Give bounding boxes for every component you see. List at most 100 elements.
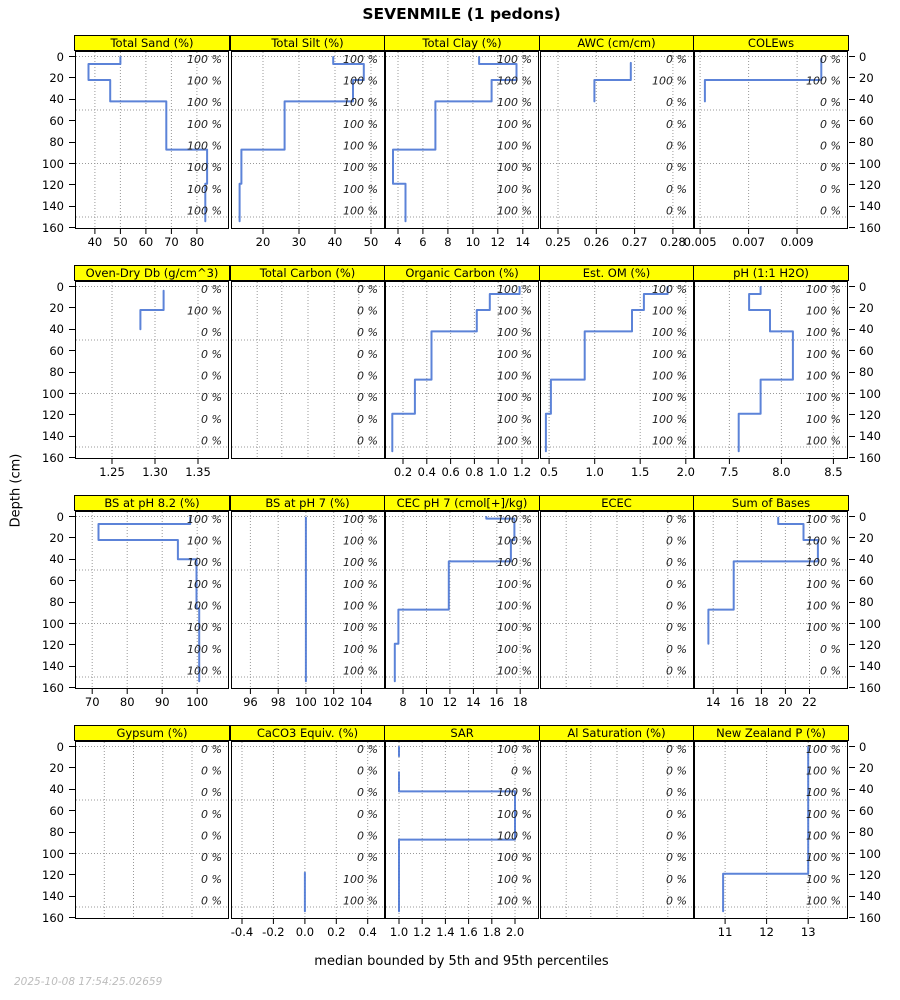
contributing-fraction-label: 100 % bbox=[343, 556, 378, 569]
contributing-fraction-label: 0 % bbox=[201, 348, 222, 361]
contributing-fraction-label: 100 % bbox=[497, 743, 532, 756]
panel: pH (1:1 H2O) 100 % 100 % 100 % 100 % 100 % 100… bbox=[693, 265, 849, 483]
x-tick-label: 8.5 bbox=[824, 465, 842, 479]
y-tick-mark bbox=[69, 328, 75, 330]
panel-strip-title: CaCO3 Equiv. (%) bbox=[229, 725, 386, 741]
y-tick-mark bbox=[69, 746, 75, 747]
panel: ECEC 0 % 0 % 0 % 0 % 0 % 0 % 0 % 0 % bbox=[538, 495, 695, 713]
y-tick-mark bbox=[69, 895, 75, 897]
y-tick-label: 20 bbox=[859, 70, 874, 85]
y-tick-label: 40 bbox=[49, 552, 64, 567]
y-tick-mark bbox=[849, 810, 855, 812]
y-tick-label: 160 bbox=[859, 680, 881, 695]
panel-strip-title: Total Clay (%) bbox=[384, 35, 540, 51]
panel-row: 0 0 20 20 40 40 60 60 80 80 100 100 120 120 140 140 160 1… bbox=[0, 495, 900, 725]
median-profile-line bbox=[707, 516, 819, 645]
panel-strip-title: ECEC bbox=[538, 495, 695, 511]
y-tick-label: 160 bbox=[859, 220, 881, 235]
x-tick-label: 70 bbox=[85, 695, 100, 709]
x-tick-label: 40 bbox=[327, 235, 342, 249]
y-tick-mark bbox=[69, 580, 75, 582]
y-tick-label: 160 bbox=[42, 220, 64, 235]
panel: SAR 100 % 0 % 100 % 100 % 100 % 100 % 100 % 100 … bbox=[384, 725, 540, 943]
panel: Est. OM (%) 100 % 100 % 100 % 100 % 100 % 100 … bbox=[538, 265, 695, 483]
y-tick-label: 140 bbox=[859, 889, 881, 904]
x-tick-label: 1.0 bbox=[585, 465, 603, 479]
contributing-fraction-label: 100 % bbox=[497, 96, 532, 109]
y-tick-mark bbox=[69, 853, 75, 854]
contributing-fraction-label: 100 % bbox=[652, 74, 687, 87]
contributing-fraction-label: 0 % bbox=[357, 764, 378, 777]
contributing-fraction-label: 100 % bbox=[497, 851, 532, 864]
y-tick-label: 100 bbox=[42, 846, 64, 861]
x-tick-label: 2.0 bbox=[676, 465, 694, 479]
y-tick-label: 0 bbox=[56, 279, 64, 294]
panel-strip-title: Al Saturation (%) bbox=[538, 725, 695, 741]
panel-border bbox=[75, 741, 229, 919]
contributing-fraction-label: 100 % bbox=[343, 513, 378, 526]
y-tick-mark bbox=[69, 457, 75, 459]
panel: Organic Carbon (%) 100 % 100 % 100 % 100 % 10… bbox=[384, 265, 540, 483]
y-tick-mark bbox=[69, 623, 75, 624]
panel-plot: 100 % 100 % 100 % 100 % 100 % 100 % 100 % 100 %… bbox=[694, 281, 848, 479]
panel-border bbox=[694, 741, 848, 919]
contributing-fraction-label: 100 % bbox=[652, 304, 687, 317]
panel: AWC (cm/cm) 0 % 100 % 0 % 0 % 0 % 0 % 0 % 0 % 0.2… bbox=[538, 35, 695, 253]
x-tick-label: 11 bbox=[718, 925, 733, 939]
contributing-fraction-label: 100 % bbox=[497, 348, 532, 361]
contributing-fraction-label: 0 % bbox=[820, 665, 841, 678]
x-tick-label: 8.0 bbox=[772, 465, 790, 479]
median-profile-line bbox=[392, 56, 518, 223]
x-tick-label: 14 bbox=[706, 695, 721, 709]
x-tick-label: 50 bbox=[113, 235, 128, 249]
y-tick-label: 0 bbox=[56, 509, 64, 524]
contributing-fraction-label: 0 % bbox=[357, 348, 378, 361]
median-profile-line bbox=[238, 56, 365, 223]
contributing-fraction-label: 0 % bbox=[201, 435, 222, 448]
panel-row: 0 0 20 20 40 40 60 60 80 80 100 100 120 120 140 140 160 1… bbox=[0, 725, 900, 955]
plot-title: SEVENMILE (1 pedons) bbox=[362, 5, 561, 23]
x-tick-label: 14 bbox=[515, 235, 530, 249]
contributing-fraction-label: 0 % bbox=[666, 851, 687, 864]
contributing-fraction-label: 100 % bbox=[497, 534, 532, 547]
contributing-fraction-label: 100 % bbox=[187, 96, 222, 109]
y-tick-label: 140 bbox=[859, 659, 881, 674]
contributing-fraction-label: 0 % bbox=[666, 764, 687, 777]
x-tick-label: 14 bbox=[466, 695, 481, 709]
contributing-fraction-label: 100 % bbox=[497, 413, 532, 426]
y-tick-label: 60 bbox=[49, 113, 64, 128]
contributing-fraction-label: 100 % bbox=[497, 391, 532, 404]
contributing-fraction-label: 100 % bbox=[187, 665, 222, 678]
median-profile-line bbox=[737, 286, 794, 453]
contributing-fraction-label: 0 % bbox=[666, 873, 687, 886]
y-tick-label: 140 bbox=[42, 429, 64, 444]
contributing-fraction-label: 100 % bbox=[652, 348, 687, 361]
y-tick-mark bbox=[69, 788, 75, 790]
y-tick-label: 60 bbox=[859, 803, 874, 818]
panel: COLEws 0 % 100 % 0 % 0 % 0 % 0 % 0 % 0 % 0.005 0.0… bbox=[684, 35, 849, 253]
x-tick-label: 104 bbox=[350, 695, 372, 709]
contributing-fraction-label: 100 % bbox=[652, 391, 687, 404]
contributing-fraction-label: 100 % bbox=[497, 140, 532, 153]
panel-plot: 100 % 0 % 100 % 100 % 100 % 100 % 100 % 100 % 1.… bbox=[385, 741, 539, 939]
contributing-fraction-label: 100 % bbox=[343, 96, 378, 109]
contributing-fraction-label: 100 % bbox=[806, 435, 841, 448]
y-tick-label: 60 bbox=[859, 113, 874, 128]
x-tick-label: 0.26 bbox=[583, 235, 609, 249]
y-tick-mark bbox=[849, 831, 855, 833]
contributing-fraction-label: 0 % bbox=[357, 435, 378, 448]
x-tick-label: 0.27 bbox=[621, 235, 647, 249]
x-tick-label: 102 bbox=[322, 695, 344, 709]
contributing-fraction-label: 0 % bbox=[201, 283, 222, 296]
contributing-fraction-label: 100 % bbox=[652, 435, 687, 448]
contributing-fraction-label: 100 % bbox=[187, 621, 222, 634]
contributing-fraction-label: 100 % bbox=[497, 600, 532, 613]
y-tick-label: 120 bbox=[859, 637, 881, 652]
contributing-fraction-label: 100 % bbox=[187, 53, 222, 66]
x-tick-label: 80 bbox=[120, 695, 135, 709]
y-tick-label: 120 bbox=[42, 407, 64, 422]
x-tick-label: 4 bbox=[394, 235, 401, 249]
x-tick-label: 8 bbox=[444, 235, 451, 249]
panel: Total Clay (%) 100 % 100 % 100 % 100 % 100 % 1… bbox=[384, 35, 540, 253]
